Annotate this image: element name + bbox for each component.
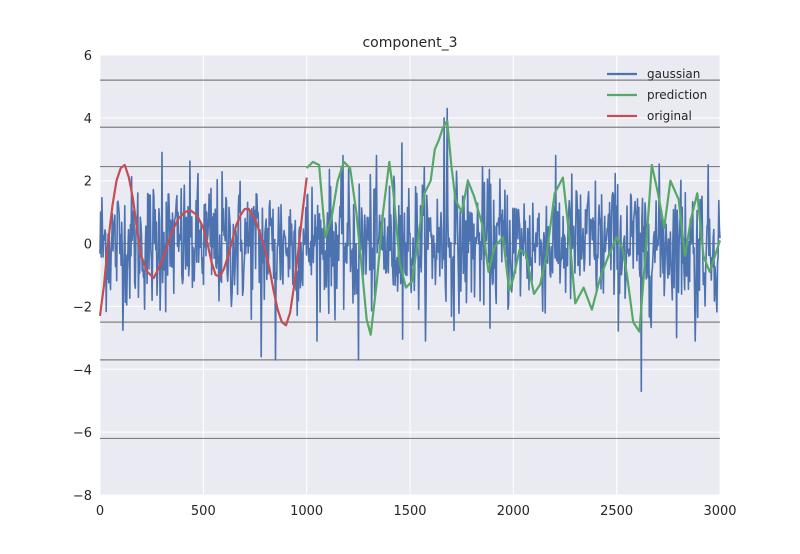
legend-label-prediction: prediction — [647, 88, 707, 102]
y-tick-label: −2 — [73, 300, 92, 315]
y-tick-label: 4 — [84, 112, 92, 127]
y-tick-label: 0 — [84, 238, 92, 253]
series-layer — [98, 107, 722, 393]
series-line-prediction — [305, 119, 722, 336]
legend: gaussian prediction original — [607, 67, 707, 123]
legend-label-gaussian: gaussian — [647, 67, 700, 81]
y-tick-label: −8 — [73, 489, 92, 504]
y-tick-label: 6 — [84, 49, 92, 64]
y-tick-label: −4 — [73, 363, 92, 378]
series-line-original — [98, 163, 308, 327]
grid-lines — [99, 54, 721, 496]
legend-label-original: original — [647, 109, 692, 123]
x-tick-label: 500 — [191, 504, 216, 519]
y-tick-labels: −8 −6 −4 −2 0 2 4 6 — [73, 49, 92, 504]
x-tick-label: 1500 — [393, 504, 426, 519]
series-line-gaussian — [99, 107, 721, 393]
y-tick-label: −6 — [73, 426, 92, 441]
x-tick-label: 3000 — [703, 504, 736, 519]
x-tick-label: 2500 — [600, 504, 633, 519]
x-tick-label: 2000 — [497, 504, 530, 519]
x-tick-label: 0 — [96, 504, 104, 519]
x-tick-label: 1000 — [290, 504, 323, 519]
y-tick-label: 2 — [84, 175, 92, 190]
x-tick-labels: 0 500 1000 1500 2000 2500 3000 — [96, 504, 737, 519]
chart-title: component_3 — [362, 35, 457, 51]
